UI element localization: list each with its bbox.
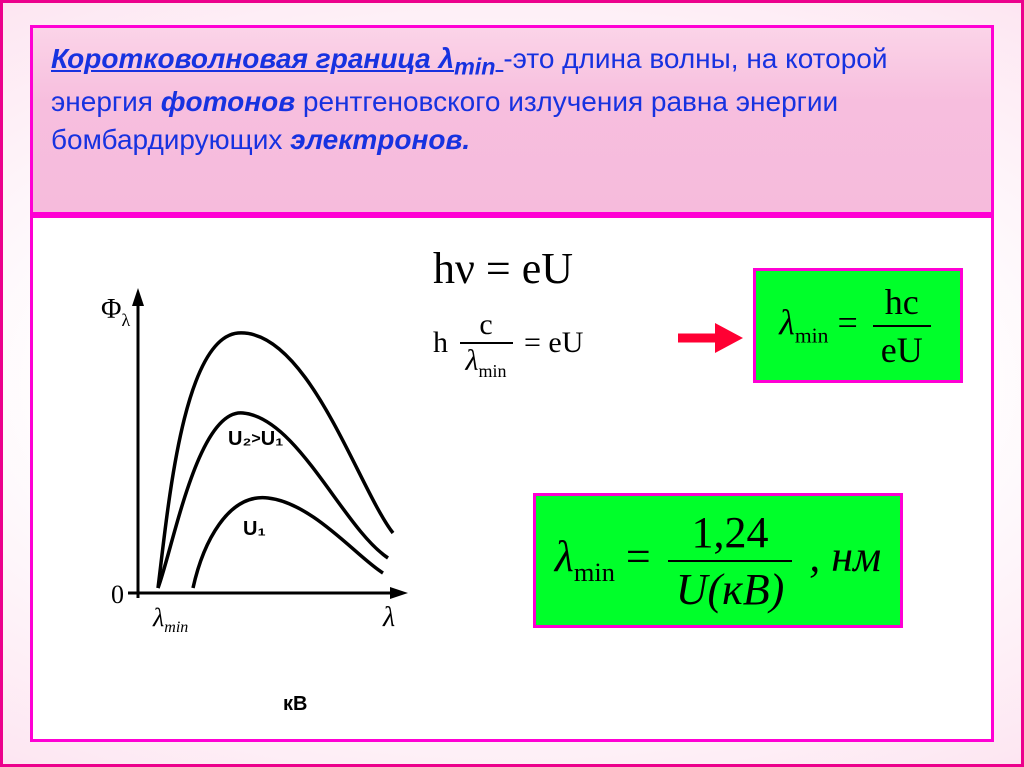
y-axis-arrow bbox=[132, 288, 144, 306]
x-axis-label: λ bbox=[382, 602, 395, 633]
spectrum-chart: λmin λ 0 Φλ U₂>U₁ U₁ bbox=[83, 278, 423, 698]
chart-svg: λmin λ 0 Φλ bbox=[83, 278, 423, 698]
y-axis-label: Φλ bbox=[101, 294, 130, 330]
x-tick-lambda-min: λmin bbox=[152, 603, 188, 636]
title-box: Коротковолновая граница λmin -это длина … bbox=[30, 25, 994, 215]
formula-lambda-min-hc: λmin = hc eU bbox=[753, 268, 963, 383]
fraction-c-lambda: c λmin bbox=[460, 308, 513, 382]
kv-label: кВ bbox=[283, 693, 307, 716]
title-photons: фотонов bbox=[161, 86, 295, 117]
curve-top bbox=[158, 333, 393, 588]
title-electrons: электронов. bbox=[290, 124, 470, 155]
x-axis-arrow bbox=[390, 587, 408, 599]
formula-lambda-min-numeric: λmin = 1,24 U(кВ) , нм bbox=[533, 493, 903, 628]
equation-hc-lambda: h c λmin = eU bbox=[433, 308, 583, 382]
origin-label: 0 bbox=[111, 580, 124, 609]
title-term: Коротковолновая граница λmin bbox=[51, 43, 503, 74]
curve-label-u2: U₂>U₁ bbox=[228, 428, 283, 451]
curve-bottom bbox=[193, 498, 383, 588]
content-area: λmin λ 0 Φλ U₂>U₁ U₁ hν = eU h c λmin = … bbox=[30, 215, 994, 742]
arrow-icon bbox=[673, 318, 743, 358]
curve-label-u1: U₁ bbox=[243, 518, 266, 541]
equation-hv-eU: hν = eU bbox=[433, 243, 573, 294]
